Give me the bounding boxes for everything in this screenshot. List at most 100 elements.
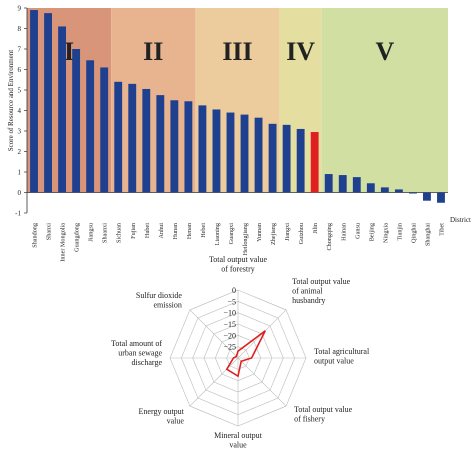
bar: [44, 13, 52, 193]
y-tick-label: -1: [15, 210, 21, 218]
x-tick-label: Tianjin: [396, 223, 403, 241]
zone-label: V: [375, 37, 394, 66]
zone-band: [111, 8, 196, 193]
zone-band: [27, 8, 112, 193]
bar: [212, 109, 221, 193]
bar: [198, 105, 207, 193]
x-tick-label: Hebei: [200, 223, 207, 238]
bar: [394, 189, 403, 193]
x-axis-label: District: [450, 216, 471, 224]
radar-spoke: [189, 357, 239, 407]
zone-label: IV: [286, 37, 315, 66]
zone-label: III: [222, 37, 252, 66]
x-tick-label: Guangdong: [74, 223, 81, 252]
bar: [380, 187, 389, 193]
bar: [310, 132, 319, 193]
radar-axis-label-line: Total output value: [292, 277, 351, 286]
x-tick-label: Guizhou: [298, 223, 305, 244]
radar-axis-label-line: Total output value: [294, 405, 353, 414]
radar-axis-label-line: Energy output: [139, 407, 185, 416]
bar: [324, 174, 333, 193]
radar-tick-label: −20: [223, 331, 236, 340]
x-tick-label: Liaoning: [214, 223, 221, 245]
x-tick-label: Hainan: [340, 223, 347, 241]
x-tick-label: Shanghai: [424, 223, 431, 246]
radar-axis-label-line: Total agricultural: [314, 347, 370, 356]
radar-axis-label: Total agricultural output value: [314, 347, 370, 366]
x-tick-label: Ningxia: [382, 223, 389, 243]
radar-tick-label: 0: [232, 286, 236, 295]
bar: [437, 192, 445, 203]
x-tick-label: Beijing: [368, 223, 375, 241]
bar: [72, 49, 81, 193]
x-tick-label: Hubei: [144, 223, 151, 238]
bar: [58, 26, 67, 193]
radar-axis-label: Sulfur dioxide emission: [136, 291, 182, 310]
radar-axis-label: Energy output value: [139, 407, 185, 426]
radar-axis-label-line: of animal: [292, 286, 323, 295]
bar: [366, 183, 375, 193]
bar: [282, 124, 291, 193]
y-tick-label: 7: [18, 46, 22, 54]
radar-axis-label-line: output value: [314, 357, 354, 366]
radar-axis-label-line: emission: [153, 300, 181, 309]
bar: [226, 112, 235, 193]
radar-axis-label-line: of forestry: [221, 265, 255, 274]
radar-spoke: [189, 309, 239, 359]
radar-tick-label: −15: [223, 320, 236, 329]
radar-series: [225, 330, 266, 378]
bar: [254, 117, 263, 193]
radar-axis-label-line: Total amount of: [111, 339, 162, 348]
x-tick-label: Inner Mongolia: [60, 223, 67, 262]
radar-axis-label-line: value: [167, 417, 185, 426]
y-tick-label: 2: [18, 148, 22, 156]
radar-tick-label: −10: [223, 309, 236, 318]
x-tick-label: Shanxi: [46, 223, 53, 240]
radar-axis-label: Total output value of fishery: [294, 405, 353, 424]
radar-axis-label-line: value: [229, 441, 247, 450]
y-tick-label: 8: [18, 25, 22, 33]
radar-axis-label-line: discharge: [131, 358, 162, 367]
radar-axis-label-line: of fishery: [294, 415, 325, 424]
y-tick-label: 1: [18, 169, 22, 177]
radar-axis-label: Total output value of forestry: [209, 255, 268, 274]
x-tick-label: Chongqing: [326, 223, 333, 251]
bar: [268, 123, 277, 193]
x-tick-label: Yunnan: [256, 223, 263, 242]
x-tick-label: Jiangsu: [88, 223, 95, 242]
y-tick-label: 4: [18, 107, 22, 115]
y-tick-label: 6: [18, 66, 22, 74]
y-tick-label: 5: [18, 87, 22, 95]
bar: [114, 81, 123, 193]
zone-label: II: [143, 37, 163, 66]
y-tick-label: 9: [18, 5, 22, 13]
x-tick-label: Jilin: [312, 223, 319, 234]
x-tick-label: Heilongjiang: [242, 223, 249, 255]
bar: [100, 67, 109, 193]
x-tick-label: Shandong: [32, 223, 39, 248]
bar: [184, 101, 193, 193]
y-tick-label: 0: [18, 189, 22, 197]
x-tick-label: Qinghai: [410, 223, 417, 243]
x-tick-label: Zhejiang: [270, 223, 277, 245]
x-tick-label: Shaanxi: [102, 223, 109, 243]
x-tick-label: Gansu: [354, 223, 361, 239]
radar-axis-label-line: husbandry: [292, 296, 325, 305]
x-tick-label: Fujian: [130, 223, 137, 239]
bar: [30, 10, 38, 193]
radar-spoke: [237, 357, 287, 407]
y-axis-label: Score of Resource and Environment: [7, 50, 15, 152]
bar: [142, 88, 151, 193]
x-tick-label: Hunan: [172, 223, 179, 240]
y-tick-label: 3: [18, 128, 22, 136]
radar-axis-label-line: Sulfur dioxide: [136, 291, 182, 300]
x-tick-label: Guangxi: [228, 223, 235, 245]
zone-band: [321, 8, 448, 193]
zone-band: [195, 8, 280, 193]
radar-tick-label: −5: [227, 297, 236, 306]
x-tick-label: Henan: [186, 223, 193, 239]
radar-axis-label-line: Total output value: [209, 255, 268, 264]
x-tick-label: Tibet: [438, 223, 445, 236]
